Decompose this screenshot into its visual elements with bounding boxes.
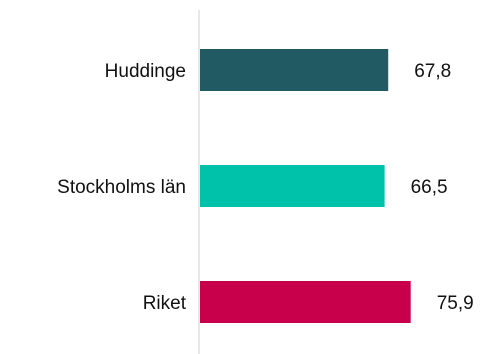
labels-group: Huddinge 67,8 Stockholms län 66,5 Riket 75,9 bbox=[57, 61, 474, 314]
value-label: 67,8 bbox=[414, 61, 451, 82]
bar-huddinge bbox=[200, 49, 389, 91]
value-label: 66,5 bbox=[411, 177, 448, 198]
value-label: 75,9 bbox=[437, 293, 474, 314]
category-label: Stockholms län bbox=[57, 177, 186, 198]
category-label: Riket bbox=[143, 293, 187, 314]
bar-riket bbox=[200, 281, 411, 323]
category-label: Huddinge bbox=[105, 61, 186, 82]
bar-stockholms-län bbox=[200, 165, 385, 207]
bars-group bbox=[200, 49, 411, 323]
